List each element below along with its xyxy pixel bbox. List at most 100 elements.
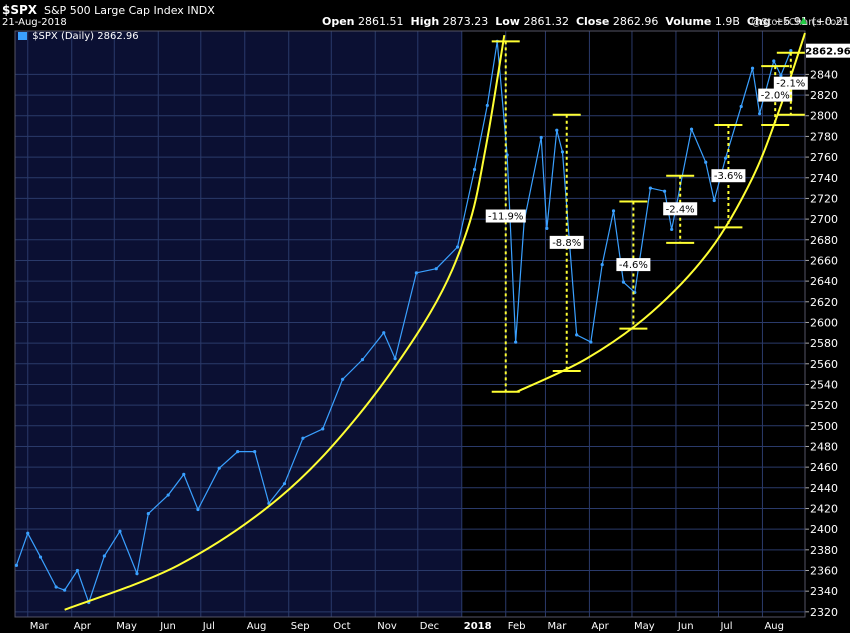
chart-header: $SPX S&P 500 Large Cap Index INDX 21-Aug… — [0, 0, 850, 31]
price-point — [485, 103, 489, 108]
drawdown-label: -4.6% — [619, 260, 648, 271]
y-tick-label: 2360 — [810, 564, 838, 577]
x-tick-label: May — [116, 621, 137, 632]
chg-label: Chg — [746, 15, 771, 28]
price-point — [267, 501, 271, 505]
y-tick-label: 2420 — [810, 502, 838, 515]
price-point — [611, 209, 616, 213]
y-tick-label: 2720 — [810, 192, 838, 205]
y-tick-label: 2500 — [810, 420, 838, 433]
price-point — [545, 226, 549, 231]
trend-curve-2017 — [64, 34, 506, 611]
y-tick-label: 2740 — [810, 172, 838, 185]
high-label: High — [410, 15, 440, 28]
y-tick-label: 2780 — [810, 130, 838, 143]
drawdown-label: -2.1% — [776, 79, 805, 90]
volume-value: 1.9B — [714, 15, 740, 28]
drawdown-label-bg — [616, 258, 651, 272]
price-point — [282, 482, 287, 486]
drawdown-label-bg — [663, 202, 698, 216]
price-point — [118, 529, 122, 533]
price-point — [739, 104, 743, 109]
drawdown-label-bg — [711, 169, 746, 183]
plot-background-2017 — [15, 31, 462, 617]
price-point — [704, 160, 708, 164]
price-point — [135, 571, 139, 576]
x-tick-label: Nov — [377, 621, 397, 632]
y-tick-label: 2700 — [810, 213, 838, 226]
x-tick-label: Jul — [719, 621, 732, 632]
price-point — [301, 436, 305, 440]
quote-summary: Open 2861.51 High 2873.23 Low 2861.32 Cl… — [322, 15, 850, 28]
price-point — [54, 585, 58, 589]
price-point — [589, 340, 593, 344]
legend-label: $SPX (Daily) 2862.96 — [32, 31, 139, 42]
price-point — [662, 189, 667, 193]
price-point — [648, 186, 653, 190]
y-tick-label: 2600 — [810, 316, 838, 329]
price-point — [14, 563, 19, 567]
price-point — [723, 156, 728, 160]
x-tick-label: Mar — [30, 621, 50, 632]
price-point — [600, 262, 604, 267]
x-tick-label: Sep — [291, 621, 310, 632]
close-label: Close — [575, 15, 610, 28]
drawdown-label: -2.4% — [666, 204, 695, 215]
high-value: 2873.23 — [442, 15, 489, 28]
y-tick-label: 2620 — [810, 296, 838, 309]
price-point — [63, 588, 67, 592]
price-point — [166, 493, 170, 497]
drawdown-label: -3.6% — [714, 171, 743, 182]
y-tick-label: 2580 — [810, 337, 838, 350]
price-point — [472, 167, 477, 172]
y-tick-label: 2820 — [810, 89, 838, 102]
low-value: 2861.32 — [523, 15, 569, 28]
y-tick-label: 2320 — [810, 606, 838, 619]
price-point — [455, 245, 460, 249]
y-tick-label: 2660 — [810, 254, 838, 267]
price-point — [689, 127, 694, 131]
series-swatch — [18, 32, 27, 40]
price-point — [38, 555, 43, 559]
price-point — [360, 358, 365, 362]
x-tick-label: Aug — [764, 621, 784, 632]
up-arrow-icon: ▲ — [800, 16, 807, 26]
price-point — [670, 227, 674, 232]
x-tick-label: Jun — [159, 621, 176, 632]
price-point — [253, 450, 257, 454]
price-point — [393, 357, 397, 361]
y-tick-label: 2840 — [810, 68, 838, 81]
y-tick-label: 2800 — [810, 110, 838, 123]
x-tick-label: Feb — [508, 621, 526, 632]
trend-curve-2018 — [516, 32, 806, 393]
price-point — [341, 377, 345, 381]
stockcharts-credit[interactable]: @StockCharts.com — [751, 17, 846, 28]
last-price-tag-bg — [806, 43, 850, 58]
price-point — [758, 112, 762, 116]
price-point — [382, 331, 386, 335]
drawdown-label-bg — [549, 235, 584, 249]
drawdown-label-bg — [758, 88, 793, 102]
y-tick-label: 2340 — [810, 585, 838, 598]
open-value: 2861.51 — [358, 15, 404, 28]
price-point — [75, 568, 80, 573]
y-tick-label: 2540 — [810, 378, 838, 391]
price-point — [26, 531, 30, 535]
y-tick-label: 2640 — [810, 275, 838, 288]
price-point — [514, 340, 518, 344]
price-point — [621, 280, 626, 284]
y-tick-label: 2520 — [810, 399, 838, 412]
price-point — [434, 267, 438, 271]
last-price-tag: 2862.96 — [805, 47, 850, 58]
price-point — [217, 466, 221, 470]
price-point — [712, 198, 716, 203]
x-tick-label: Mar — [547, 621, 567, 632]
low-label: Low — [495, 15, 520, 28]
price-point — [789, 49, 793, 53]
chart-legend: $SPX (Daily) 2862.96 — [18, 31, 139, 42]
y-tick-label: 2460 — [810, 461, 838, 474]
index-name: S&P 500 Large Cap Index INDX — [44, 4, 215, 17]
y-tick-label: 2400 — [810, 523, 838, 536]
drawdown-label-bg — [485, 209, 526, 223]
